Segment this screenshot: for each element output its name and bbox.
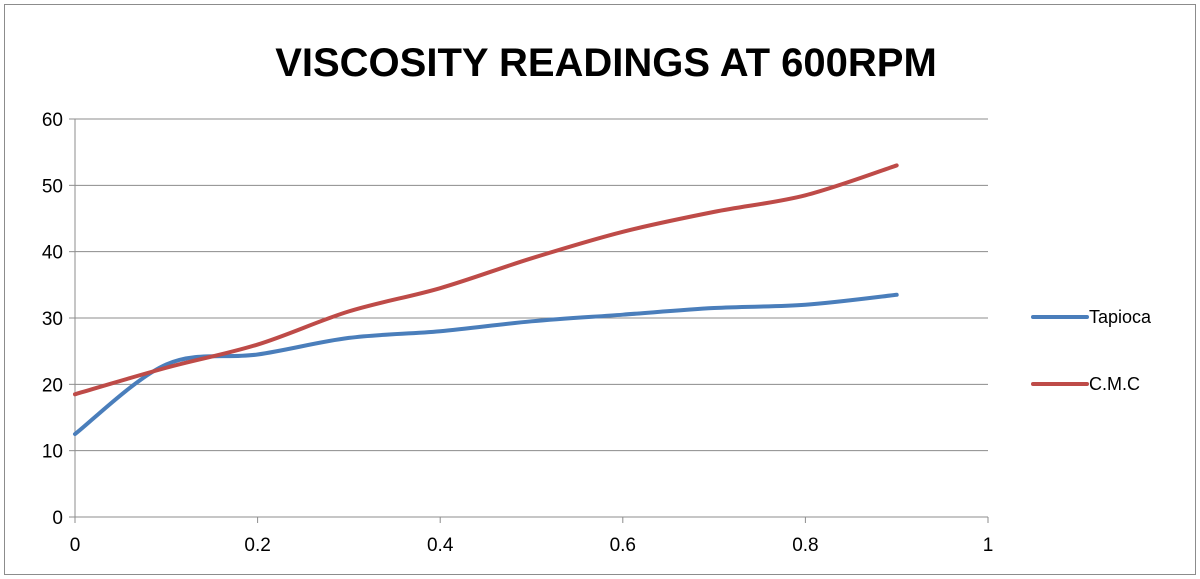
legend-label-c-m-c: C.M.C (1089, 374, 1140, 394)
x-tick-label: 0 (70, 535, 81, 556)
series-line-c-m-c (73, 163, 899, 397)
y-tick-label: 0 (52, 508, 63, 529)
y-tick-label: 60 (42, 110, 63, 131)
x-tick-label: 0.2 (244, 535, 270, 556)
legend: Tapioca C.M.C (1031, 307, 1152, 394)
series-line-tapioca (73, 292, 899, 437)
y-tick-label: 30 (42, 309, 63, 330)
x-tick-label: 1 (983, 535, 994, 556)
y-tick-label: 40 (42, 243, 63, 264)
x-tick-label: 0.8 (792, 535, 818, 556)
y-tick-label: 10 (42, 442, 63, 463)
series-lines (73, 163, 899, 437)
chart-title: VISCOSITY READINGS AT 600RPM (275, 41, 937, 85)
y-tick-label: 50 (42, 176, 63, 197)
gridlines (75, 118, 988, 452)
x-tick-label: 0.4 (427, 535, 454, 556)
legend-label-tapioca: Tapioca (1089, 307, 1152, 327)
y-tick-label: 20 (42, 375, 63, 396)
x-tick-label: 0.6 (610, 535, 636, 556)
chart-frame (4, 4, 1196, 575)
axes: 0 10 20 30 40 50 60 0 0.2 0.4 0.6 0.8 1 (42, 110, 993, 556)
